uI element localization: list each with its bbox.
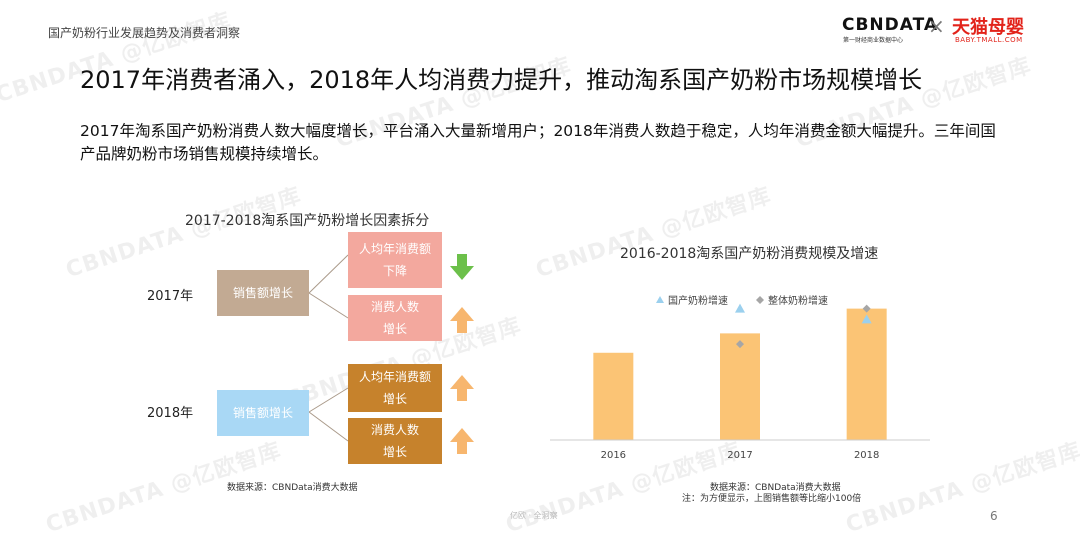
cbndata-logo: CBNDATA: [842, 15, 939, 35]
x-tick-label: 2017: [727, 450, 752, 461]
arrow-up-icon: [450, 307, 474, 333]
legend-label: 整体奶粉增速: [768, 294, 828, 307]
cbndata-logo-subtitle: 第一财经商业数据中心: [843, 37, 904, 44]
year-label-2018: 2018年: [147, 406, 194, 421]
factor-box: 消费人数 增长: [348, 295, 442, 341]
growth-point-overall: [862, 304, 871, 313]
factor-diagram-connectors: [308, 254, 349, 442]
chart-title: 2016-2018淘系国产奶粉消费规模及增速: [620, 246, 879, 262]
page-description: 2017年淘系国产奶粉消费人数大幅度增长，平台涌入大量新增用户；2018年消费人…: [80, 122, 996, 163]
chart-note: 注：为方便显示，上图销售额等比缩小100倍: [682, 494, 862, 504]
factor-diagram-source: 数据来源：CBNData消费大数据: [227, 483, 358, 493]
growth-point-domestic: [861, 314, 872, 324]
arrow-up-icon: [450, 375, 474, 401]
bar: [593, 352, 634, 440]
growth-point-domestic: [735, 303, 745, 313]
factor-box: 人均年消费额 增长: [348, 364, 442, 412]
growth-point-overall: [736, 340, 744, 349]
legend-label: 国产奶粉增速: [668, 294, 728, 307]
bar: [720, 333, 760, 440]
tmall-baby-logo-url: BABY.TMALL.COM: [955, 36, 1023, 44]
factor-box: 消费人数 增长: [348, 418, 442, 464]
sales-bar-chart: 国产奶粉增速 整体奶粉增速 2016 2017 2018: [550, 294, 930, 461]
tmall-baby-logo: 天猫母婴: [952, 17, 1024, 38]
footer-mark: 亿欧 · 全洞察: [510, 511, 558, 520]
root-sales-growth-2018: 销售额增长: [217, 390, 309, 436]
logo-separator: ×: [928, 14, 945, 38]
root-sales-growth-2017: 销售额增长: [217, 270, 309, 316]
chart-source: 数据来源：CBNData消费大数据: [710, 483, 841, 493]
page-title: 2017年消费者涌入，2018年人均消费力提升，推动淘系国产奶粉市场规模增长: [80, 66, 923, 94]
bar: [846, 308, 887, 440]
legend-diamond-icon: [756, 296, 764, 304]
factor-diagram-title: 2017-2018淘系国产奶粉增长因素拆分: [185, 213, 430, 229]
year-label-2017: 2017年: [147, 289, 194, 304]
factor-box: 人均年消费额 下降: [348, 232, 442, 288]
legend-triangle-icon: [656, 296, 664, 303]
page-number: 6: [990, 509, 998, 523]
x-tick-label: 2018: [854, 450, 879, 461]
arrow-up-icon: [450, 428, 474, 454]
watermark: CBNDATA @亿欧智库: [532, 183, 775, 284]
header-title: 国产奶粉行业发展趋势及消费者洞察: [48, 26, 241, 40]
x-tick-label: 2016: [601, 450, 626, 461]
arrow-down-icon: [450, 254, 474, 280]
